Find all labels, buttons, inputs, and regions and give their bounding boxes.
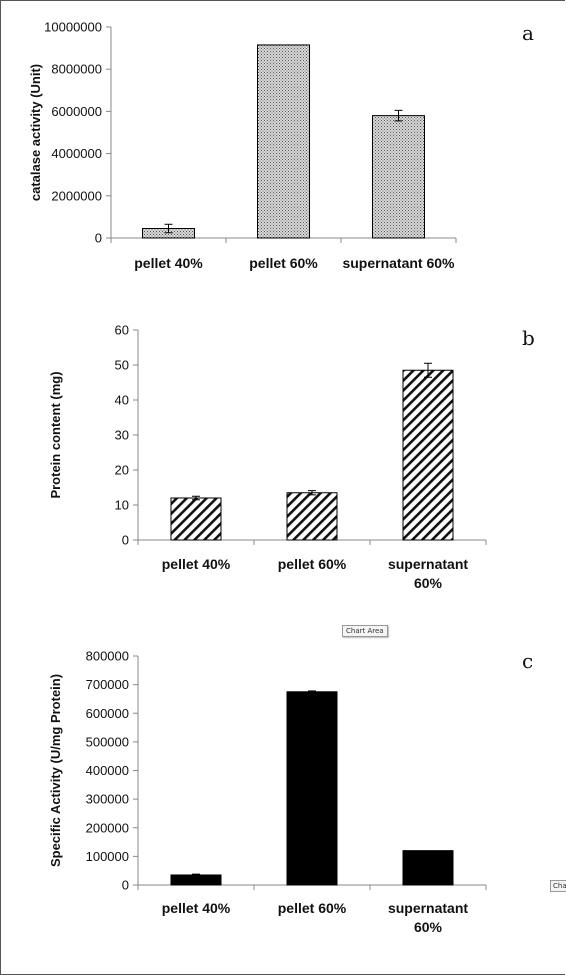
bar-1	[170, 497, 222, 541]
y-tick-label: 400000	[86, 763, 129, 778]
y-tick-label: 0	[95, 231, 102, 246]
clipped-tooltip: Cha	[550, 880, 566, 892]
x-category-label: supernatant 60%	[388, 556, 468, 591]
x-category-label-line: 60%	[414, 919, 443, 935]
y-tick-label: 40	[115, 393, 129, 408]
y-tick-label: 8000000	[51, 62, 102, 77]
bar-3	[372, 115, 425, 239]
x-category-label-line: pellet 40%	[162, 556, 231, 572]
x-category-label: pellet 40%	[162, 556, 231, 572]
x-category-label-line: supernatant 60%	[342, 255, 455, 271]
y-axis-title: Specific Activity (U/mg Protein)	[48, 674, 63, 867]
y-tick-label: 500000	[86, 734, 129, 749]
y-tick-label: 60	[115, 323, 129, 338]
error-bar-3	[394, 109, 403, 122]
bar-2	[286, 691, 338, 886]
chart-panel-b: 0 10 20 30 40 50 60 pellet 40% pellet 60% superna…	[48, 323, 535, 592]
y-axis-title: catalase activity (Unit)	[28, 64, 43, 201]
panel-label: b	[522, 326, 535, 350]
y-tick-label: 50	[115, 358, 129, 373]
panel-label: a	[522, 21, 534, 45]
error-bar-1	[192, 873, 200, 877]
y-tick-label: 800000	[86, 649, 129, 664]
x-category-label: pellet 60%	[278, 556, 347, 572]
y-axis-title: Protein content (mg)	[48, 371, 63, 498]
y-tick-label: 2000000	[51, 188, 102, 203]
y-tick-label: 0	[122, 878, 129, 893]
error-bar-2	[308, 690, 316, 694]
y-tick-label: 10	[115, 498, 129, 513]
x-category-label: pellet 60%	[278, 900, 347, 916]
x-category-label-line: supernatant	[388, 556, 468, 572]
bar-3	[402, 850, 454, 886]
x-category-label-line: 60%	[414, 575, 443, 591]
x-category-label-line: pellet 60%	[278, 900, 347, 916]
y-tick-label: 30	[115, 428, 129, 443]
error-bar-1	[192, 495, 200, 501]
x-category-label-line: supernatant	[388, 900, 468, 916]
x-category-label: supernatant 60%	[342, 255, 455, 271]
x-category-label: supernatant 60%	[388, 900, 468, 935]
chart-panel-c: 0 100000 200000 300000 400000 500000 600000 700…	[48, 649, 533, 936]
panel-label: c	[522, 649, 533, 673]
x-category-label: pellet 40%	[162, 900, 231, 916]
chart-area-tooltip: Chart Area	[342, 625, 388, 637]
bar-1	[170, 874, 222, 886]
y-tick-label: 6000000	[51, 104, 102, 119]
error-bar-3	[424, 362, 432, 378]
bar-3	[402, 369, 454, 541]
y-tick-label: 4000000	[51, 146, 102, 161]
y-tick-label: 600000	[86, 706, 129, 721]
y-tick-label: 300000	[86, 792, 129, 807]
error-bar-1	[164, 223, 173, 234]
y-tick-label: 20	[115, 463, 129, 478]
error-bar-2	[308, 490, 316, 496]
y-tick-label: 10000000	[44, 20, 102, 35]
bar-2	[286, 492, 338, 541]
y-tick-label: 200000	[86, 820, 129, 835]
y-tick-label: 100000	[86, 849, 129, 864]
x-category-label: pellet 60%	[249, 255, 318, 271]
y-tick-label: 700000	[86, 677, 129, 692]
x-category-label-line: pellet 40%	[134, 255, 203, 271]
x-category-label-line: pellet 60%	[278, 556, 347, 572]
x-category-label-line: pellet 40%	[162, 900, 231, 916]
chart-panel-a: 0 2000000 4000000 6000000 8000000 10000000 pel…	[28, 20, 534, 272]
y-tick-label: 0	[122, 533, 129, 548]
x-category-label: pellet 40%	[134, 255, 203, 271]
x-category-label-line: pellet 60%	[249, 255, 318, 271]
bar-2	[257, 44, 310, 239]
